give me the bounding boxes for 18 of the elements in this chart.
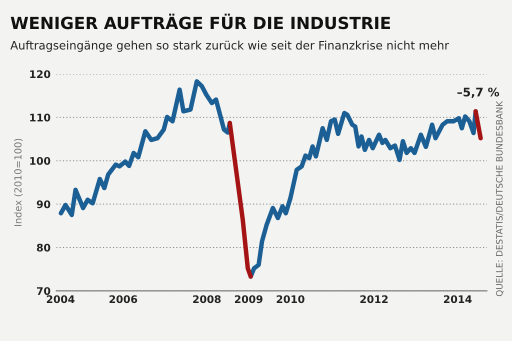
x-tick-label: 2006 — [110, 295, 138, 304]
x-tick-label: 2009 — [234, 295, 262, 304]
annotation: –5,7 % — [457, 88, 500, 98]
x-tick-label: 2010 — [276, 295, 304, 304]
y-tick-label: 120 — [30, 70, 50, 78]
y-axis-title: Index (2010=100) — [14, 138, 23, 226]
chart-title: WENIGER AUFTRÄGE FÜR DIE INDUSTRIE — [10, 14, 390, 30]
chart-subtitle: Auftragseingänge gehen so stark zurück wie seit der Finanzkrise nicht mehr — [10, 40, 450, 52]
y-tick-label: 80 — [36, 244, 50, 252]
x-tick-label: 2014 — [444, 295, 472, 304]
y-tick-label: 100 — [30, 156, 50, 165]
x-tick-label: 2012 — [360, 295, 388, 304]
source-note: QUELLE: DESTATIS/DEUTSCHE BUNDESBANK — [496, 100, 504, 296]
y-tick-label: 70 — [36, 287, 50, 295]
y-tick-label: 110 — [30, 114, 50, 122]
y-tick-label: 90 — [36, 200, 50, 208]
x-tick-label: 2004 — [46, 295, 75, 304]
x-tick-label: 2008 — [193, 295, 221, 304]
